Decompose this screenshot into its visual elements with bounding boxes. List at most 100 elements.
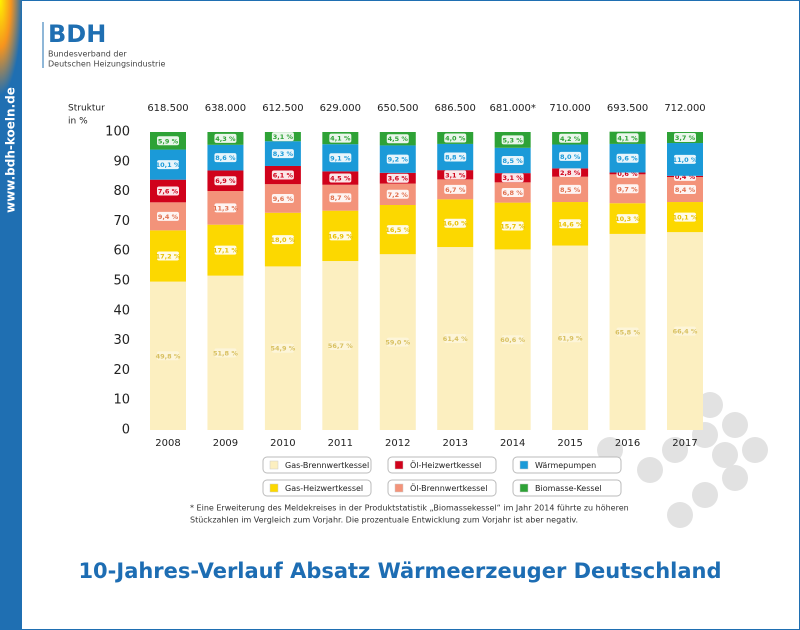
legend-box <box>262 479 372 497</box>
value-label: 60,6 % <box>500 336 525 344</box>
value-label-box <box>674 133 696 143</box>
x-tick-label: 2010 <box>270 438 295 449</box>
value-label: 10,1 % <box>156 161 181 169</box>
legend-box <box>387 456 497 474</box>
value-label: 16,9 % <box>328 232 353 240</box>
bar-segment <box>667 232 703 430</box>
value-label: 0,4 % <box>675 173 696 181</box>
logo: BDH <box>48 20 106 48</box>
value-label: 18,0 % <box>270 236 295 244</box>
value-label-box <box>444 184 467 194</box>
value-label: 61,4 % <box>443 335 468 343</box>
value-label: 9,1 % <box>330 154 351 162</box>
bar-total: 686.500 <box>435 103 476 114</box>
value-label: 6,8 % <box>503 189 524 197</box>
value-label: 61,9 % <box>558 334 583 342</box>
value-label-box <box>329 173 352 183</box>
y-tick-label: 30 <box>113 333 130 348</box>
side-strip <box>0 0 22 630</box>
org-name: Deutschen Heizungsindustrie <box>48 60 165 69</box>
bar-total: 629.000 <box>320 103 361 114</box>
legend-box <box>512 456 622 474</box>
y-axis-label: in % <box>68 117 88 127</box>
value-label-box <box>501 135 524 145</box>
value-label: 11,0 % <box>673 156 698 164</box>
legend-label: Wärmepumpen <box>535 461 596 470</box>
value-label: 3,7 % <box>675 134 696 142</box>
value-label-box <box>559 184 582 194</box>
value-label: 11,3 % <box>213 204 238 212</box>
legend-swatch <box>394 460 404 470</box>
value-label-box <box>214 348 237 358</box>
x-tick-label: 2017 <box>672 438 697 449</box>
x-tick-label: 2009 <box>213 438 238 449</box>
legend-label: Öl-Brennwertkessel <box>410 483 487 493</box>
bar-total: 618.500 <box>147 103 188 114</box>
legend-box <box>512 479 622 497</box>
bar-segment <box>264 266 301 430</box>
value-label: 51,8 % <box>213 349 238 357</box>
value-label-box <box>559 333 582 343</box>
value-label: 8,3 % <box>273 150 294 158</box>
bar-segment <box>494 249 531 430</box>
footnote: Stückzahlen im Vergleich zum Vorjahr. Di… <box>190 516 578 525</box>
value-label-box <box>444 170 467 180</box>
legend-swatch <box>394 483 404 493</box>
y-tick-label: 70 <box>113 214 130 229</box>
value-label: 8,4 % <box>675 186 696 194</box>
value-label-box <box>329 231 352 241</box>
value-label-box <box>674 154 696 164</box>
value-label: 17,2 % <box>156 252 181 260</box>
bar-total: 712.000 <box>664 103 705 114</box>
x-tick-label: 2016 <box>615 438 640 449</box>
legend-label: Biomasse-Kessel <box>535 484 602 493</box>
value-label-box <box>271 132 294 142</box>
value-label-box <box>674 185 696 195</box>
bar-total: 612.500 <box>262 103 303 114</box>
bar-total: 693.500 <box>607 103 648 114</box>
value-label: 9,7 % <box>617 185 638 193</box>
legend-swatch <box>519 483 529 493</box>
value-label-box <box>214 133 237 143</box>
value-label-box <box>214 153 237 163</box>
value-label-box <box>329 193 352 203</box>
value-label: 0,6 % <box>617 170 638 178</box>
value-label: 8,5 % <box>503 157 524 165</box>
x-tick-label: 2013 <box>442 438 467 449</box>
value-label: 5,3 % <box>503 136 524 144</box>
value-label: 9,4 % <box>158 213 179 221</box>
value-label-box <box>501 335 524 345</box>
legend-swatch <box>519 460 529 470</box>
value-label-box <box>157 160 179 170</box>
value-label: 2,8 % <box>560 169 581 177</box>
value-label: 4,0 % <box>445 134 466 142</box>
value-label: 4,5 % <box>388 135 409 143</box>
value-label-box <box>157 211 179 221</box>
value-label-box <box>616 327 639 337</box>
value-label-box <box>329 133 352 143</box>
value-label: 4,3 % <box>215 135 236 143</box>
value-label: 49,8 % <box>156 352 181 360</box>
value-label: 16,5 % <box>385 226 410 234</box>
bar-total: 710.000 <box>549 103 590 114</box>
value-label-box <box>271 170 294 180</box>
value-label: 17,1 % <box>213 247 238 255</box>
value-label-box <box>157 251 179 261</box>
value-label-box <box>386 189 409 199</box>
legend-label: Öl-Heizwertkessel <box>410 460 481 470</box>
value-label-box <box>271 149 294 159</box>
value-label: 8,6 % <box>215 154 236 162</box>
value-label-box <box>386 225 409 235</box>
legend-label: Gas-Heizwertkessel <box>285 484 363 493</box>
y-tick-label: 0 <box>122 423 130 438</box>
bar-segment <box>609 233 646 430</box>
value-label-box <box>501 221 524 231</box>
y-tick-label: 40 <box>113 303 130 318</box>
y-tick-label: 50 <box>113 274 130 289</box>
value-label-box <box>329 341 352 351</box>
value-label: 3,1 % <box>273 133 294 141</box>
value-label-box <box>386 134 409 144</box>
y-tick-label: 90 <box>113 154 130 169</box>
x-tick-label: 2014 <box>500 438 525 449</box>
bar-total: 650.500 <box>377 103 418 114</box>
